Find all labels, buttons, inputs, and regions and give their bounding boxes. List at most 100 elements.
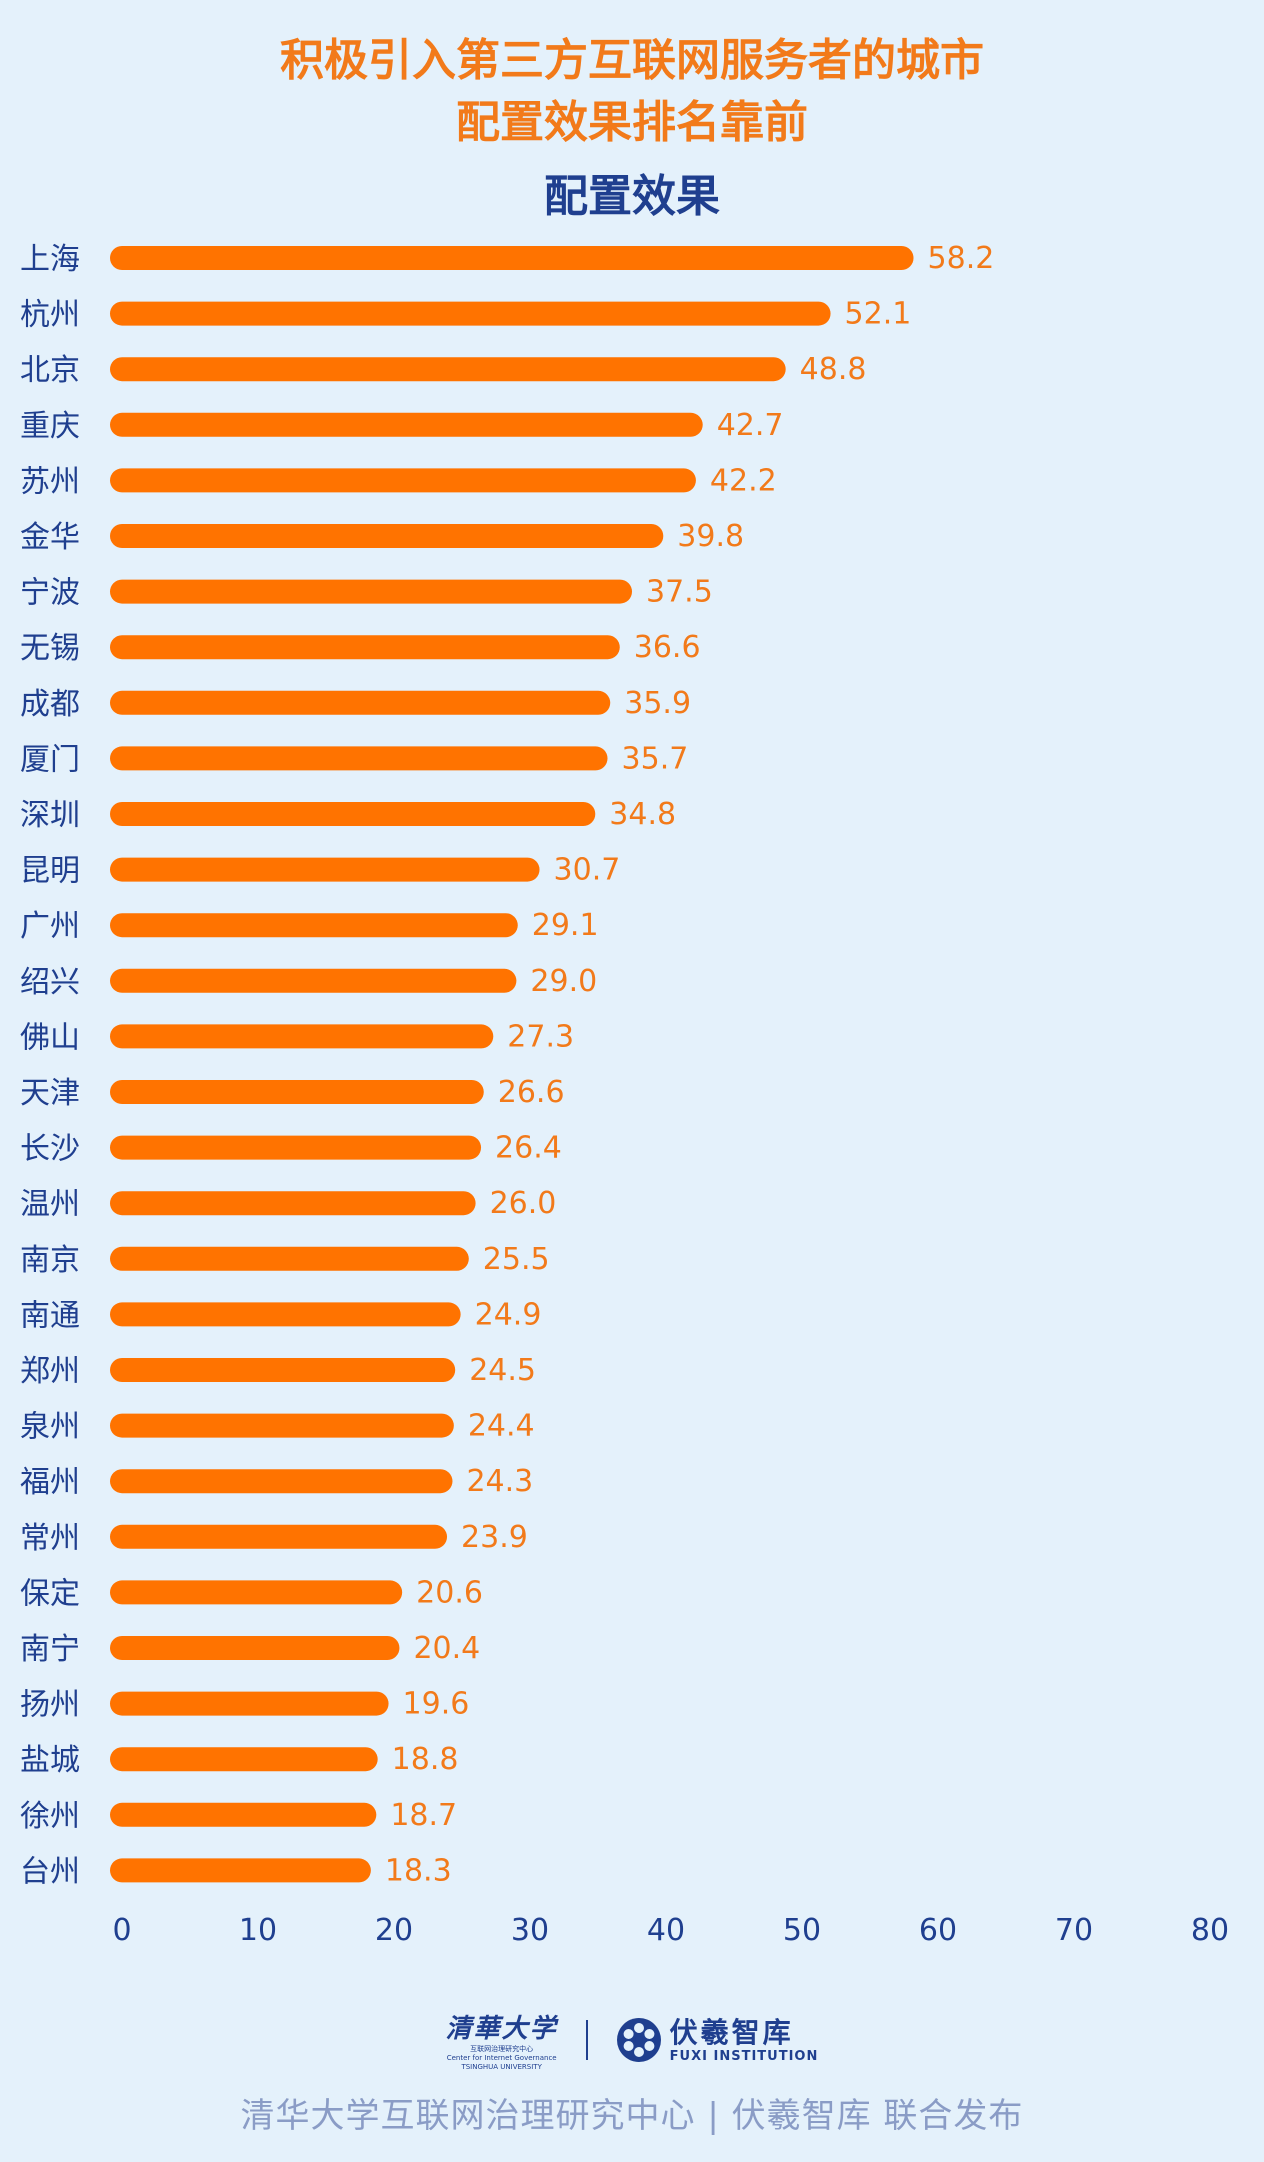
value-label: 24.5 (469, 1353, 536, 1388)
category-label: 南京 (20, 1243, 80, 1278)
category-label: 成都 (20, 687, 80, 722)
fuxi-logo: 伏羲智库 FUXI INSTITUTION (616, 2015, 819, 2064)
category-label: 台州 (20, 1854, 80, 1889)
category-label: 上海 (20, 242, 80, 277)
value-label: 34.8 (609, 797, 676, 832)
title-line-1: 积极引入第三方互联网服务者的城市 (280, 35, 984, 86)
category-label: 宁波 (20, 576, 80, 611)
bar (110, 301, 831, 326)
category-label: 长沙 (20, 1132, 80, 1167)
bar (110, 1080, 484, 1104)
category-label: 佛山 (20, 1020, 80, 1055)
value-label: 23.9 (461, 1520, 528, 1555)
bar (110, 1191, 476, 1216)
value-label: 27.3 (507, 1019, 574, 1054)
value-label: 26.6 (498, 1075, 565, 1110)
tsinghua-logo-sub2: Center for Internet Governance (446, 2054, 557, 2062)
value-label: 24.4 (468, 1409, 535, 1444)
category-label: 南通 (20, 1298, 80, 1333)
bar (110, 524, 664, 548)
category-label: 温州 (20, 1187, 80, 1222)
value-label: 26.0 (490, 1186, 557, 1221)
fuxi-logo-cn: 伏羲智库 (669, 2015, 794, 2049)
value-label: 20.6 (416, 1575, 483, 1610)
value-label: 24.3 (466, 1464, 533, 1499)
publisher-logos: 清華大学 互联网治理研究中心 Center for Internet Gover… (0, 2008, 1264, 2072)
category-label: 厦门 (20, 742, 80, 777)
chart-title: 积极引入第三方互联网服务者的城市 配置效果排名靠前 (0, 30, 1264, 154)
x-tick-label: 30 (511, 1913, 549, 1948)
value-label: 20.4 (413, 1631, 480, 1666)
bar (110, 1469, 453, 1494)
category-label: 扬州 (20, 1688, 80, 1723)
category-label: 广州 (20, 909, 80, 944)
bar (110, 1524, 448, 1549)
category-label: 常州 (20, 1521, 80, 1556)
bar (110, 1246, 469, 1271)
value-label: 18.8 (392, 1742, 459, 1777)
value-label: 37.5 (646, 575, 713, 610)
bar (110, 802, 596, 826)
bar (110, 913, 518, 938)
bar (110, 357, 786, 382)
bar (110, 412, 703, 437)
tsinghua-logo-sub1: 互联网治理研究中心 (470, 2045, 534, 2053)
category-label: 北京 (20, 353, 80, 388)
bar-chart: 上海 58.2 杭州 52.1 北京 48.8 重庆 42.7 苏州 42.2 金华 39.8 宁波 37… (20, 241, 1229, 1948)
x-tick-label: 80 (1191, 1913, 1229, 1948)
bar (110, 1636, 400, 1660)
bar (110, 1580, 403, 1605)
value-label: 39.8 (677, 519, 744, 554)
bar (110, 857, 540, 882)
x-tick-label: 50 (783, 1913, 821, 1948)
category-label: 郑州 (20, 1354, 80, 1389)
x-tick-label: 40 (647, 1913, 685, 1948)
category-label: 福州 (20, 1465, 80, 1500)
category-label: 杭州 (20, 298, 80, 333)
value-label: 29.0 (530, 964, 597, 999)
bar (110, 579, 632, 604)
fuxi-logo-en: FUXI INSTITUTION (669, 2048, 819, 2064)
value-label: 24.9 (475, 1297, 542, 1332)
bar (110, 746, 608, 771)
bar (110, 1135, 482, 1160)
value-label: 48.8 (800, 352, 867, 387)
x-tick-label: 70 (1055, 1913, 1093, 1948)
chart-subtitle: 配置效果 (544, 171, 720, 222)
value-label: 25.5 (483, 1242, 550, 1277)
bar (110, 635, 620, 660)
category-label: 盐城 (20, 1743, 80, 1778)
tsinghua-logo: 清華大学 互联网治理研究中心 Center for Internet Gover… (446, 2008, 558, 2072)
logo-divider (585, 2020, 588, 2060)
bar (110, 1024, 494, 1049)
category-label: 金华 (20, 520, 80, 555)
category-label: 天津 (20, 1076, 80, 1111)
bar (110, 1747, 378, 1772)
bar (110, 690, 611, 715)
value-label: 18.7 (390, 1798, 457, 1833)
value-label: 29.1 (532, 908, 599, 943)
value-label: 19.6 (403, 1687, 470, 1722)
value-label: 42.7 (717, 408, 784, 443)
category-label: 绍兴 (20, 965, 80, 1000)
bar (110, 1858, 371, 1883)
category-label: 保定 (20, 1576, 80, 1611)
value-label: 58.2 (928, 241, 995, 276)
bar (110, 1358, 456, 1382)
category-label: 无锡 (20, 631, 80, 666)
snowflake-flower-icon (616, 2018, 661, 2062)
bar (110, 1302, 461, 1327)
value-label: 18.3 (385, 1853, 452, 1888)
value-label: 42.2 (710, 463, 777, 498)
category-label: 南宁 (20, 1632, 80, 1667)
value-label: 35.7 (622, 741, 689, 776)
bar (110, 1413, 454, 1438)
category-label: 泉州 (20, 1410, 80, 1445)
bar (110, 968, 517, 993)
category-label: 重庆 (20, 409, 80, 444)
x-tick-label: 20 (375, 1913, 413, 1948)
bar (110, 1691, 389, 1716)
x-tick-label: 10 (239, 1913, 277, 1948)
bar (110, 246, 914, 270)
category-label: 深圳 (20, 798, 80, 833)
